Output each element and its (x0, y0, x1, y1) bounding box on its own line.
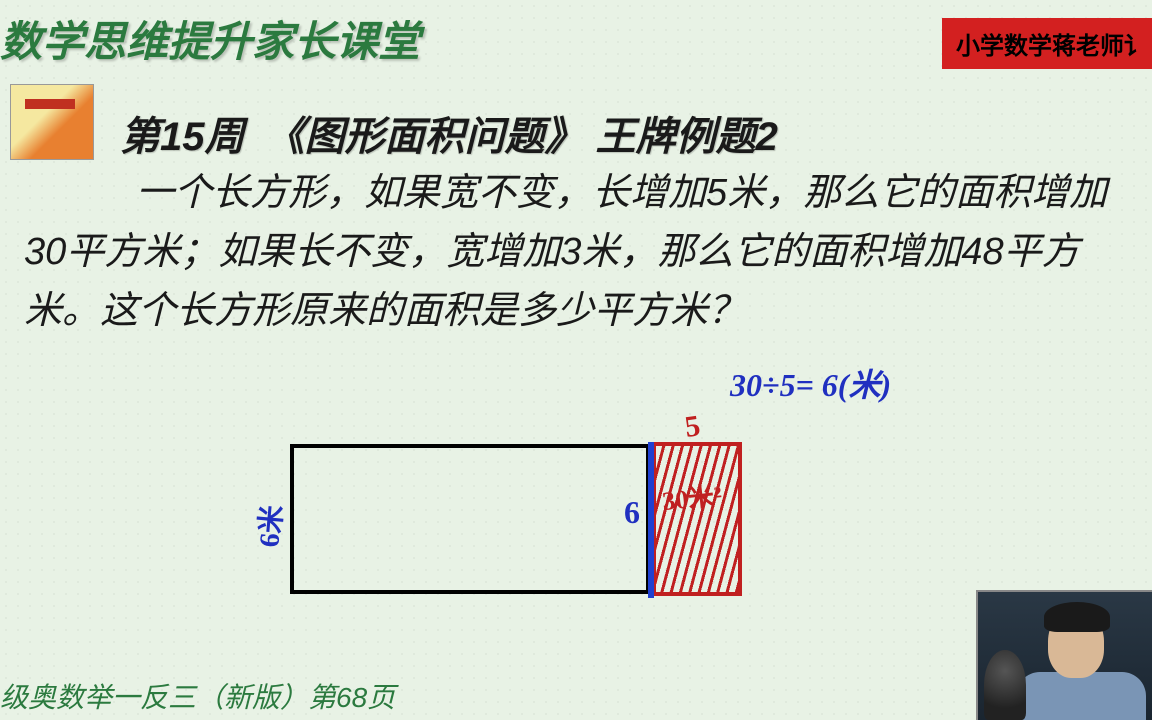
presenter-hair (1044, 602, 1110, 632)
presenter-body (1016, 672, 1146, 720)
rectangle-diagram: 5 6 30米² 6米 (290, 418, 810, 598)
calculation-line-1: 30÷5= 6(米) (730, 360, 891, 406)
microphone-icon (984, 650, 1026, 720)
teacher-badge: 小学数学蒋老师讠 (942, 18, 1152, 69)
problem-statement: 一个长方形，如果宽不变，长增加5米，那么它的面积增加30平方米；如果长不变，宽增… (24, 164, 1132, 341)
page-title: 数学思维提升家长课堂 (0, 8, 420, 69)
footer-reference: 级奥数举一反三（新版）第68页 (0, 676, 395, 716)
divider-line (648, 442, 654, 598)
original-rectangle (290, 444, 650, 594)
label-extension-area: 30米² (660, 475, 723, 518)
problem-body: 一个长方形，如果宽不变，长增加5米，那么它的面积增加30平方米；如果长不变，宽增… (24, 172, 1107, 332)
label-extension-width: 5 (683, 409, 703, 445)
label-height-right: 6 (624, 494, 640, 531)
lesson-title: 第15周 《图形面积问题》 王牌例题2 (120, 104, 778, 162)
presenter-webcam (976, 590, 1152, 720)
book-thumbnail (10, 84, 94, 160)
extension-rectangle (652, 442, 742, 596)
label-height-left: 6米 (247, 503, 291, 548)
